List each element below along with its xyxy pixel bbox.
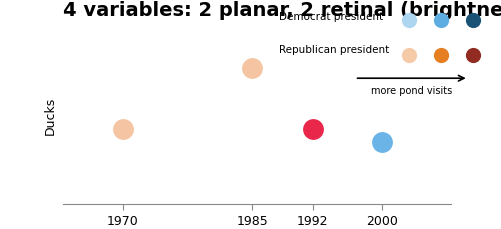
Point <box>437 19 445 23</box>
Point <box>405 54 413 58</box>
Text: 4 variables: 2 planar, 2 retinal (brightness/value, hue): 4 variables: 2 planar, 2 retinal (bright… <box>63 1 501 20</box>
Text: more pond visits: more pond visits <box>371 85 452 95</box>
Point <box>405 19 413 23</box>
Y-axis label: Ducks: Ducks <box>44 97 57 135</box>
Text: Republican president: Republican president <box>280 45 390 55</box>
Point <box>469 19 477 23</box>
Point <box>437 54 445 58</box>
Point <box>309 128 317 131</box>
Point <box>378 141 386 144</box>
Point <box>248 66 257 70</box>
Point <box>119 128 127 131</box>
Point <box>469 54 477 58</box>
Text: Democrat president: Democrat president <box>280 12 384 22</box>
